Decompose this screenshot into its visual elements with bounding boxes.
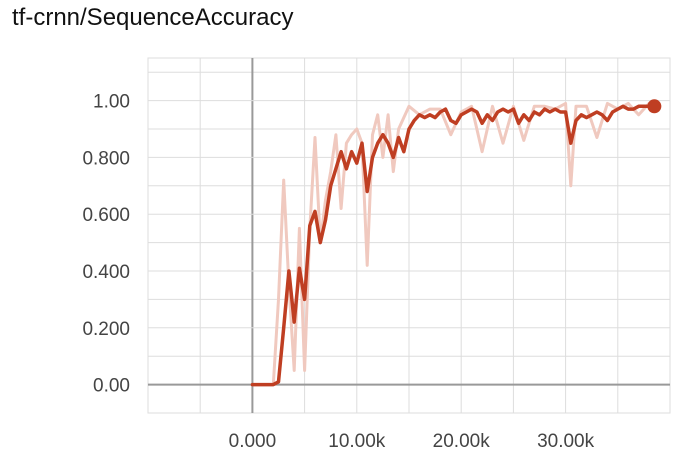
- smoothed-series-line: [250, 104, 657, 387]
- y-tick-label: 0.600: [82, 205, 130, 226]
- y-tick-label: 1.00: [93, 92, 130, 113]
- raw-series-line: [250, 101, 651, 387]
- y-tick-label: 0.400: [82, 262, 130, 283]
- chart-title: tf-crnn/SequenceAccuracy: [12, 4, 294, 31]
- y-tick-label: 0.00: [93, 376, 130, 397]
- x-tick-label: 0.000: [229, 431, 277, 452]
- y-tick-label: 0.800: [82, 148, 130, 169]
- x-tick-label: 30.00k: [537, 431, 595, 452]
- x-tick-label: 20.00k: [433, 431, 491, 452]
- x-tick-label: 10.00k: [328, 431, 386, 452]
- y-tick-label: 0.200: [82, 319, 130, 340]
- last-point-marker: [647, 99, 662, 114]
